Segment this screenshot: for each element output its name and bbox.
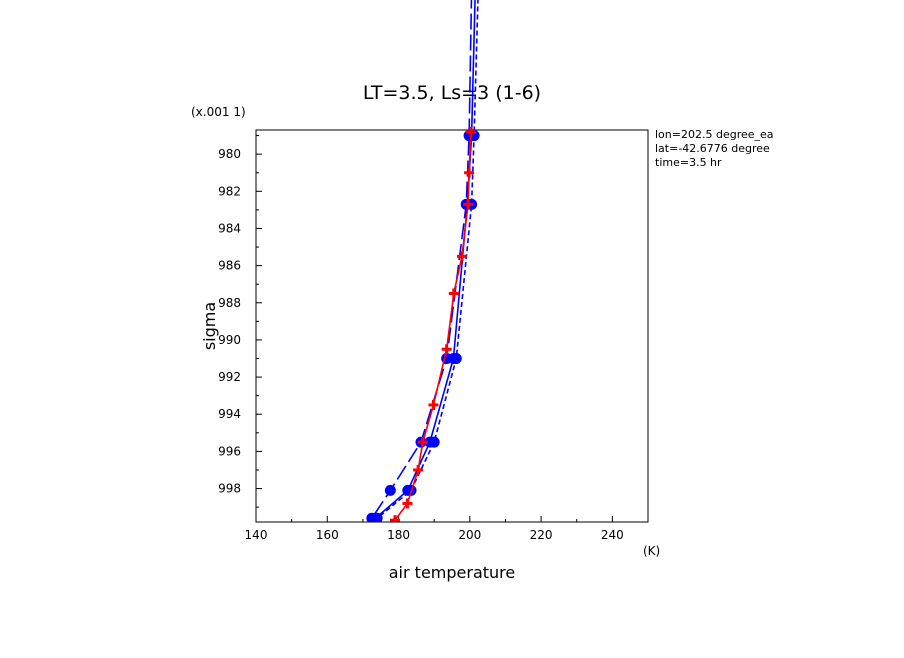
y-tick-label: 988 — [218, 296, 241, 310]
data-point — [450, 353, 462, 365]
data-point — [448, 288, 459, 299]
annotation-lon: lon=202.5 degree_ea — [655, 128, 774, 141]
series-layer — [366, 0, 480, 522]
annotation-lat: lat=-42.6776 degree — [655, 142, 770, 155]
y-axis-ticks: 980 982 984 986 988 990 992 994 996 998 — [218, 135, 262, 508]
y-tick-label: 984 — [218, 221, 241, 235]
y-axis-label: sigma — [200, 302, 219, 350]
x-tick-label: 180 — [387, 528, 410, 542]
y-tick-label: 980 — [218, 147, 241, 161]
x-tick-label: 220 — [530, 528, 553, 542]
y-tick-label: 990 — [218, 333, 241, 347]
y-tick-label: 994 — [218, 407, 241, 421]
x-tick-label: 140 — [245, 528, 268, 542]
data-point — [428, 399, 439, 410]
y-tick-label: 992 — [218, 370, 241, 384]
y-tick-label: 982 — [218, 184, 241, 198]
x-tick-label: 160 — [316, 528, 339, 542]
data-point — [441, 344, 452, 355]
y-tick-label: 986 — [218, 259, 241, 273]
data-point — [417, 437, 428, 448]
data-point — [463, 199, 474, 210]
x-units-label: (K) — [643, 544, 660, 558]
x-tick-label: 200 — [458, 528, 481, 542]
data-point — [413, 464, 424, 475]
x-tick-label: 240 — [601, 528, 624, 542]
data-point — [371, 512, 383, 522]
annotation-time: time=3.5 hr — [655, 156, 722, 169]
data-point — [402, 498, 413, 509]
data-point — [428, 436, 440, 448]
plot-frame — [255, 129, 649, 523]
data-point — [384, 484, 396, 496]
data-point — [389, 515, 400, 522]
chart-title: LT=3.5, Ls=3 (1-6) — [363, 82, 541, 104]
y-tick-label: 998 — [218, 482, 241, 496]
x-axis-ticks: 140 160 180 200 220 240 — [245, 516, 624, 542]
data-point — [456, 251, 467, 262]
x-axis-label: air temperature — [389, 563, 515, 582]
data-point — [464, 167, 475, 178]
y-tick-label: 996 — [218, 444, 241, 458]
data-point — [465, 126, 476, 137]
y-scale-label: (x.001 1) — [191, 105, 246, 119]
